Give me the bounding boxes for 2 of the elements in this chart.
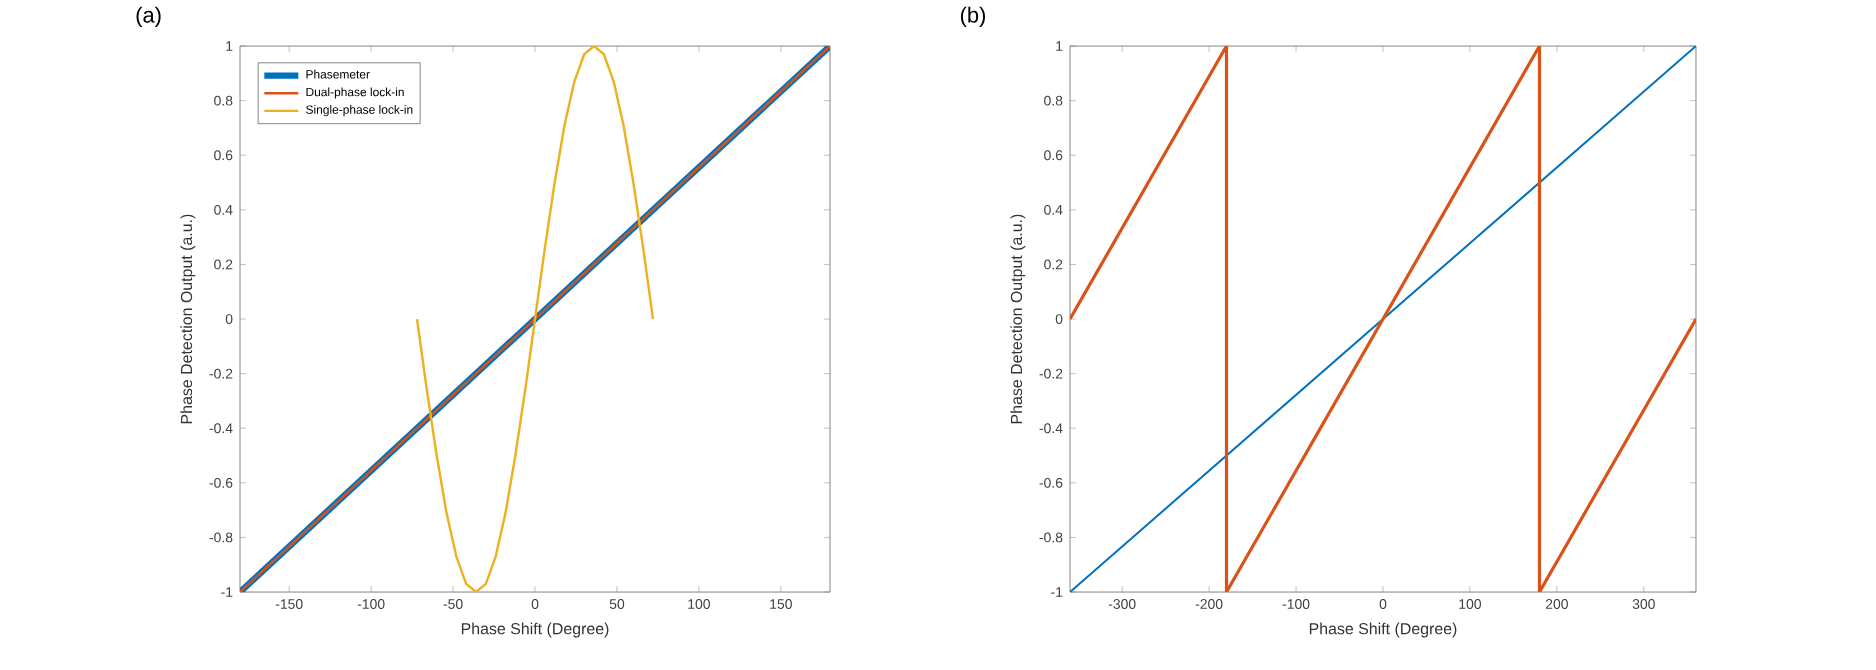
chart-title: (a) [136,6,161,28]
chart-title: (b) [960,6,986,28]
